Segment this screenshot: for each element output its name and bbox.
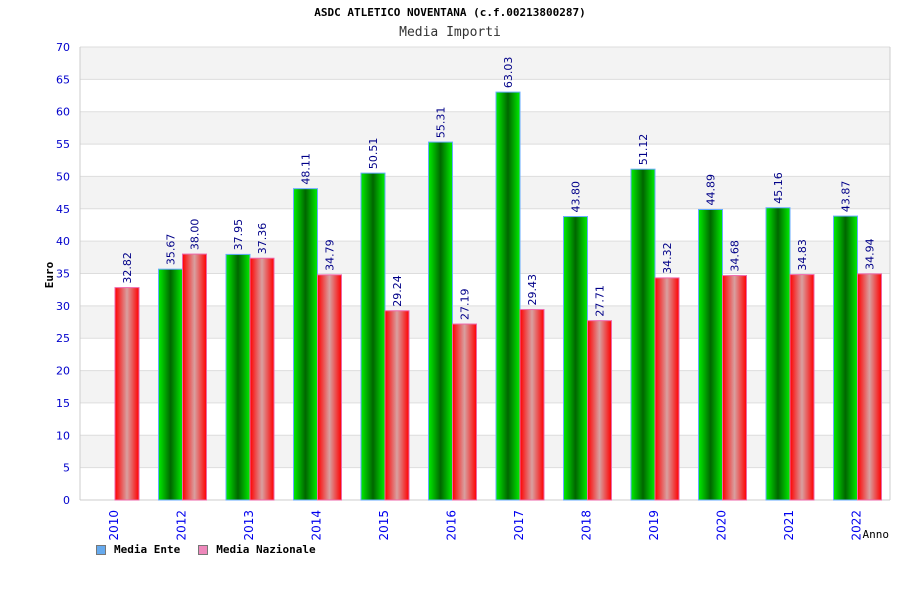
data-label: 27.71 <box>594 285 607 317</box>
x-tick-label: 2018 <box>579 510 593 541</box>
x-tick-label: 2021 <box>782 510 796 541</box>
data-label: 34.94 <box>864 238 877 270</box>
y-tick-label: 45 <box>56 203 70 216</box>
bar-ente <box>630 168 656 501</box>
bar-ente <box>563 216 588 501</box>
data-label: 45.16 <box>772 172 785 204</box>
bar-nazionale <box>114 287 140 501</box>
bar-ente <box>225 253 251 501</box>
y-tick-label: 10 <box>56 429 70 442</box>
chart-title: ASDC ATLETICO NOVENTANA (c.f.00213800287… <box>314 6 586 19</box>
y-tick-label: 20 <box>56 365 70 378</box>
y-tick-label: 65 <box>56 73 70 86</box>
data-label: 48.11 <box>300 153 313 185</box>
legend-item-ente: Media Ente <box>96 543 180 556</box>
bar-nazionale <box>249 257 275 501</box>
data-label: 50.51 <box>367 138 380 170</box>
data-label: 27.19 <box>459 289 472 321</box>
grid-band <box>80 241 890 274</box>
data-label: 29.43 <box>526 274 539 306</box>
y-axis-label: Euro <box>43 261 56 288</box>
data-label: 38.00 <box>189 219 202 251</box>
y-tick-label: 30 <box>56 300 70 313</box>
bar-nazionale <box>452 323 477 501</box>
bar-ente <box>158 268 183 501</box>
data-label: 55.31 <box>435 107 448 139</box>
data-label: 43.87 <box>840 181 853 213</box>
x-axis-label: Anno <box>863 528 890 541</box>
x-tick-label: 2017 <box>512 510 526 541</box>
bar-ente <box>360 172 386 501</box>
grid-band <box>80 47 890 80</box>
data-label: 37.95 <box>232 219 245 251</box>
x-tick-label: 2020 <box>714 510 728 541</box>
data-label: 63.03 <box>502 57 515 89</box>
grid-band <box>80 305 890 339</box>
grid-band <box>80 176 890 209</box>
y-tick-label: 40 <box>56 235 70 248</box>
bar-nazionale <box>722 275 747 501</box>
y-tick-label: 55 <box>56 138 70 151</box>
bar-ente <box>698 208 723 501</box>
y-tick-label: 50 <box>56 170 70 183</box>
bar-ente <box>765 207 791 501</box>
chart-subtitle: Media Importi <box>399 25 501 40</box>
data-label: 34.79 <box>324 239 337 271</box>
x-tick-label: 2022 <box>849 510 863 541</box>
data-label: 34.32 <box>661 242 674 274</box>
data-label: 43.80 <box>570 181 583 213</box>
y-tick-label: 15 <box>56 397 70 410</box>
x-tick-label: 2016 <box>444 510 458 541</box>
data-label: 32.82 <box>121 252 134 284</box>
bar-nazionale <box>857 273 882 501</box>
legend-label-nazionale: Media Nazionale <box>216 543 316 556</box>
x-tick-label: 2014 <box>309 510 323 541</box>
data-label: 34.68 <box>729 240 742 272</box>
y-tick-label: 60 <box>56 106 70 119</box>
bar-nazionale <box>384 310 410 501</box>
y-tick-label: 25 <box>56 332 70 345</box>
legend: Media Ente Media Nazionale <box>96 543 316 556</box>
bar-ente <box>833 215 858 501</box>
bar-nazionale <box>182 253 207 501</box>
grid-band <box>80 370 890 403</box>
data-label: 29.24 <box>391 275 404 307</box>
bar-ente <box>428 141 453 501</box>
bar-nazionale <box>519 309 545 501</box>
x-tick-label: 2013 <box>242 510 256 541</box>
x-tick-label: 2019 <box>647 510 661 541</box>
y-tick-label: 35 <box>56 268 70 281</box>
grid-band <box>80 435 890 468</box>
data-label: 51.12 <box>637 134 650 166</box>
legend-swatch-nazionale <box>198 545 209 555</box>
x-tick-label: 2010 <box>107 510 121 541</box>
y-tick-label: 5 <box>63 462 70 475</box>
bar-nazionale <box>317 274 342 501</box>
bar-nazionale <box>587 320 612 501</box>
data-label: 35.67 <box>165 234 178 266</box>
data-label: 37.36 <box>256 223 269 255</box>
legend-swatch-ente <box>96 545 106 555</box>
y-tick-label: 0 <box>63 494 70 507</box>
bar-nazionale <box>654 277 680 501</box>
bar-ente <box>495 91 521 501</box>
grid-band <box>80 111 890 145</box>
x-tick-label: 2012 <box>174 510 188 541</box>
y-tick-label: 70 <box>56 41 70 54</box>
x-tick-label: 2015 <box>377 510 391 541</box>
data-label: 44.89 <box>705 174 718 206</box>
legend-label-ente: Media Ente <box>114 543 181 556</box>
data-label: 34.83 <box>796 239 809 271</box>
bar-nazionale <box>789 274 815 501</box>
legend-item-nazionale: Media Nazionale <box>198 543 316 556</box>
bar-ente <box>293 188 318 501</box>
